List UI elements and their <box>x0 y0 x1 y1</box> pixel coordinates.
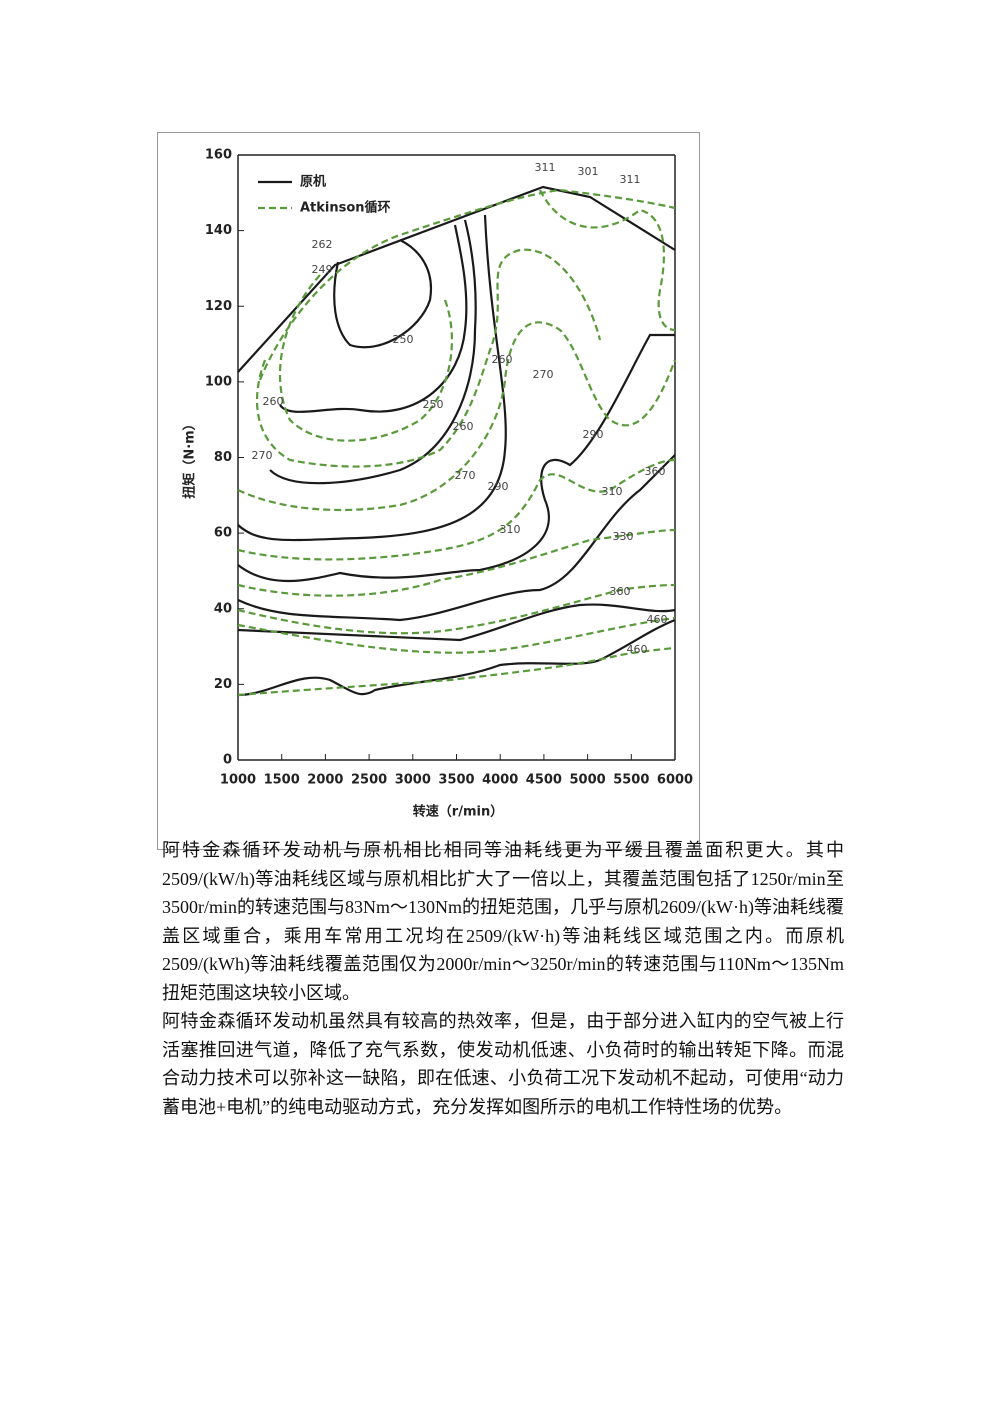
contour <box>237 618 676 697</box>
y-tick-label: 40 <box>214 601 232 616</box>
body-text: 阿特金森循环发动机与原机相比相同等油耗线更为平缓且覆盖面积更大。其中2509/(… <box>162 836 844 1121</box>
contour <box>278 274 453 442</box>
contour <box>237 646 676 697</box>
contour <box>279 224 468 413</box>
contour <box>258 188 676 381</box>
paragraph: 阿特金森循环发动机虽然具有较高的热效率，但是，由于部分进入缸内的空气被上行活塞推… <box>162 1011 844 1117</box>
paragraph: 阿特金森循环发动机与原机相比相同等油耗线更为平缓且覆盖面积更大。其中2509/(… <box>162 840 844 1003</box>
y-tick-label: 120 <box>205 299 232 314</box>
contour-label: 301 <box>578 165 599 178</box>
contour-label: 460 <box>647 613 668 626</box>
contour <box>237 603 676 642</box>
x-tick-label: 2500 <box>351 773 387 788</box>
contour-label: 270 <box>455 469 476 482</box>
contour <box>237 321 677 512</box>
legend-label: Atkinson循环 <box>300 200 391 216</box>
contour <box>237 583 676 635</box>
contour-label: 360 <box>610 585 631 598</box>
contour-label: 250 <box>393 333 414 346</box>
contour <box>237 214 507 542</box>
contour <box>255 248 602 468</box>
contour <box>269 219 477 485</box>
x-tick-label: 3500 <box>438 773 474 788</box>
dashed-contours <box>237 188 677 697</box>
x-tick-label: 1500 <box>264 773 300 788</box>
contour-label: 310 <box>500 523 521 536</box>
contour <box>237 616 676 654</box>
figure-frame <box>157 132 700 850</box>
y-tick-label: 140 <box>205 223 232 238</box>
solid-contours <box>237 185 676 697</box>
contour-label: 290 <box>583 428 604 441</box>
contour-label: 260 <box>492 353 513 366</box>
contour-label: 460 <box>627 643 648 656</box>
x-tick-label: 2000 <box>307 773 343 788</box>
contour-label: 311 <box>535 161 556 174</box>
x-tick-label: 3000 <box>395 773 431 788</box>
contour <box>237 333 675 583</box>
contour <box>333 239 433 349</box>
x-tick-label: 1000 <box>220 773 256 788</box>
contour-label: 249 <box>312 263 333 276</box>
contour <box>539 189 676 332</box>
contour-label: 311 <box>620 173 641 186</box>
y-tick-label: 60 <box>214 526 232 541</box>
contour-label: 262 <box>312 238 333 251</box>
legend-label: 原机 <box>300 174 326 190</box>
x-axis-label: 转速（r/min） <box>413 804 503 820</box>
contour-label: 260 <box>453 420 474 433</box>
x-tick-label: 5500 <box>613 773 649 788</box>
chart: 1000 1500 2000 2500 3000 3500 4000 4500 5000 5500… <box>182 148 694 820</box>
contour-label: 250 <box>423 398 444 411</box>
contour <box>237 454 676 622</box>
x-tick-label: 5000 <box>570 773 606 788</box>
contour-label: 310 <box>602 485 623 498</box>
y-tick-label: 20 <box>214 677 232 692</box>
contour <box>237 458 676 561</box>
y-axis-label: 扭矩（N·m） <box>182 417 198 498</box>
x-tick-label: 4500 <box>526 773 562 788</box>
contour <box>237 528 676 597</box>
contour-label: 270 <box>252 449 273 462</box>
contour-label: 330 <box>613 530 634 543</box>
contour-label: 260 <box>263 395 284 408</box>
y-tick-label: 160 <box>205 148 232 163</box>
y-tick-label: 0 <box>223 753 232 768</box>
contour-label: 290 <box>488 480 509 493</box>
contour-label: 360 <box>645 465 666 478</box>
contour-label: 270 <box>533 368 554 381</box>
y-tick-label: 100 <box>205 374 232 389</box>
x-tick-label: 6000 <box>657 773 693 788</box>
x-tick-label: 4000 <box>482 773 518 788</box>
y-tick-label: 80 <box>214 450 232 465</box>
